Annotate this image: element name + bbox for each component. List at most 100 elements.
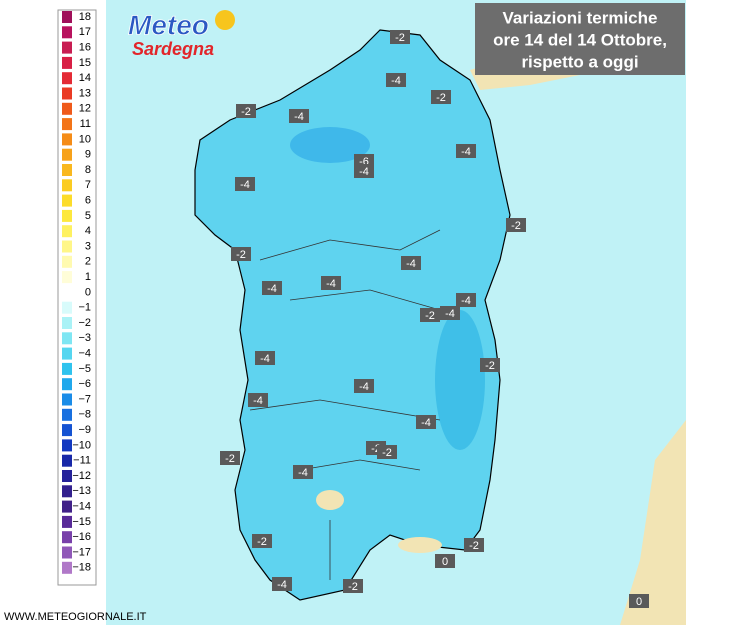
title-box bbox=[475, 3, 685, 75]
legend-label: −9 bbox=[78, 424, 91, 436]
legend-label: 18 bbox=[79, 11, 91, 23]
title-line: Variazioni termiche bbox=[503, 8, 658, 27]
map-label: 0 bbox=[442, 556, 448, 568]
legend-swatch bbox=[62, 133, 72, 146]
label-box bbox=[321, 276, 341, 290]
legend-label: 8 bbox=[85, 164, 91, 176]
legend-label: 12 bbox=[79, 103, 91, 115]
legend-swatch bbox=[62, 179, 72, 192]
label-box bbox=[506, 218, 526, 232]
map-label: -2 bbox=[257, 536, 267, 548]
label-box bbox=[390, 30, 410, 44]
map-label: -4 bbox=[267, 283, 277, 295]
map-label: -2 bbox=[371, 443, 381, 455]
legend-swatch bbox=[62, 11, 72, 23]
map-label: -4 bbox=[253, 395, 263, 407]
map-label: -2 bbox=[469, 540, 479, 552]
label-box bbox=[456, 144, 476, 158]
label-box bbox=[416, 415, 436, 429]
legend-label: 9 bbox=[85, 149, 91, 161]
legend-swatch bbox=[62, 148, 72, 161]
legend-swatch bbox=[62, 561, 72, 574]
legend-label: 10 bbox=[79, 133, 91, 145]
legend-label: −4 bbox=[78, 348, 91, 360]
label-box bbox=[231, 247, 251, 261]
label-box bbox=[220, 451, 240, 465]
legend-label: 5 bbox=[85, 210, 91, 222]
map-label: -4 bbox=[359, 166, 369, 178]
legend-label: −7 bbox=[78, 393, 91, 405]
map-label: -4 bbox=[294, 111, 304, 123]
legend-swatch bbox=[62, 26, 72, 39]
map-label: -4 bbox=[461, 295, 471, 307]
map-label: -4 bbox=[240, 179, 250, 191]
map-label: -2 bbox=[395, 32, 405, 44]
legend-swatch bbox=[62, 454, 72, 467]
map-label: -2 bbox=[236, 249, 246, 261]
legend-swatch bbox=[62, 194, 72, 207]
legend-label: 11 bbox=[80, 118, 91, 130]
label-box bbox=[289, 109, 309, 123]
label-box bbox=[464, 538, 484, 552]
land-east bbox=[620, 420, 686, 625]
colder-area bbox=[290, 127, 370, 163]
map-label: -4 bbox=[445, 308, 455, 320]
map-label: -4 bbox=[260, 353, 270, 365]
map-label: -4 bbox=[298, 467, 308, 479]
legend-label: −12 bbox=[72, 470, 91, 482]
label-box bbox=[480, 358, 500, 372]
label-box bbox=[420, 308, 440, 322]
map-label: -2 bbox=[425, 310, 435, 322]
legend-swatch bbox=[62, 500, 72, 513]
legend-label: 7 bbox=[85, 179, 91, 191]
legend-label: 14 bbox=[79, 72, 91, 84]
legend-label: −13 bbox=[72, 485, 91, 497]
legend-swatch bbox=[62, 347, 72, 360]
legend-swatch bbox=[62, 240, 72, 253]
label-box bbox=[236, 104, 256, 118]
map-label: -2 bbox=[225, 453, 235, 465]
warm-area bbox=[398, 537, 442, 553]
legend-swatch bbox=[62, 424, 72, 437]
legend-swatch bbox=[62, 393, 72, 406]
map-label: -6 bbox=[359, 156, 369, 168]
legend-label: −16 bbox=[72, 531, 91, 543]
legend-label: −6 bbox=[78, 378, 91, 390]
legend-label: −8 bbox=[78, 409, 91, 421]
legend-swatch bbox=[62, 515, 72, 528]
warm-area bbox=[316, 490, 344, 510]
legend-swatch bbox=[62, 225, 72, 238]
legend-swatch bbox=[62, 56, 72, 69]
legend-swatch bbox=[62, 439, 72, 452]
legend-swatch bbox=[62, 332, 72, 345]
colder-area bbox=[435, 310, 485, 450]
legend-label: 2 bbox=[85, 256, 91, 268]
legend-label: 0 bbox=[85, 286, 91, 298]
map-label: -4 bbox=[391, 75, 401, 87]
label-box bbox=[252, 534, 272, 548]
legend-label: −1 bbox=[78, 302, 91, 314]
legend-label: 13 bbox=[79, 87, 91, 99]
legend-swatch bbox=[62, 470, 72, 482]
legend-swatch bbox=[62, 255, 72, 268]
legend-swatch bbox=[62, 408, 72, 421]
label-box bbox=[272, 577, 292, 591]
legend-swatch bbox=[62, 72, 72, 85]
legend-swatch bbox=[62, 102, 72, 115]
legend-label: −5 bbox=[78, 363, 91, 375]
map-label: -2 bbox=[348, 581, 358, 593]
label-box bbox=[440, 306, 460, 320]
legend-swatch bbox=[62, 531, 72, 544]
label-box bbox=[235, 177, 255, 191]
map-label: -2 bbox=[436, 92, 446, 104]
legend-label: −14 bbox=[72, 501, 91, 513]
map-label: -4 bbox=[277, 579, 287, 591]
map-label: -4 bbox=[359, 381, 369, 393]
label-box bbox=[354, 164, 374, 178]
province-border bbox=[249, 229, 441, 580]
label-box bbox=[262, 281, 282, 295]
legend-label: −3 bbox=[78, 332, 91, 344]
map-label: -2 bbox=[511, 220, 521, 232]
legend-swatch bbox=[62, 209, 72, 222]
